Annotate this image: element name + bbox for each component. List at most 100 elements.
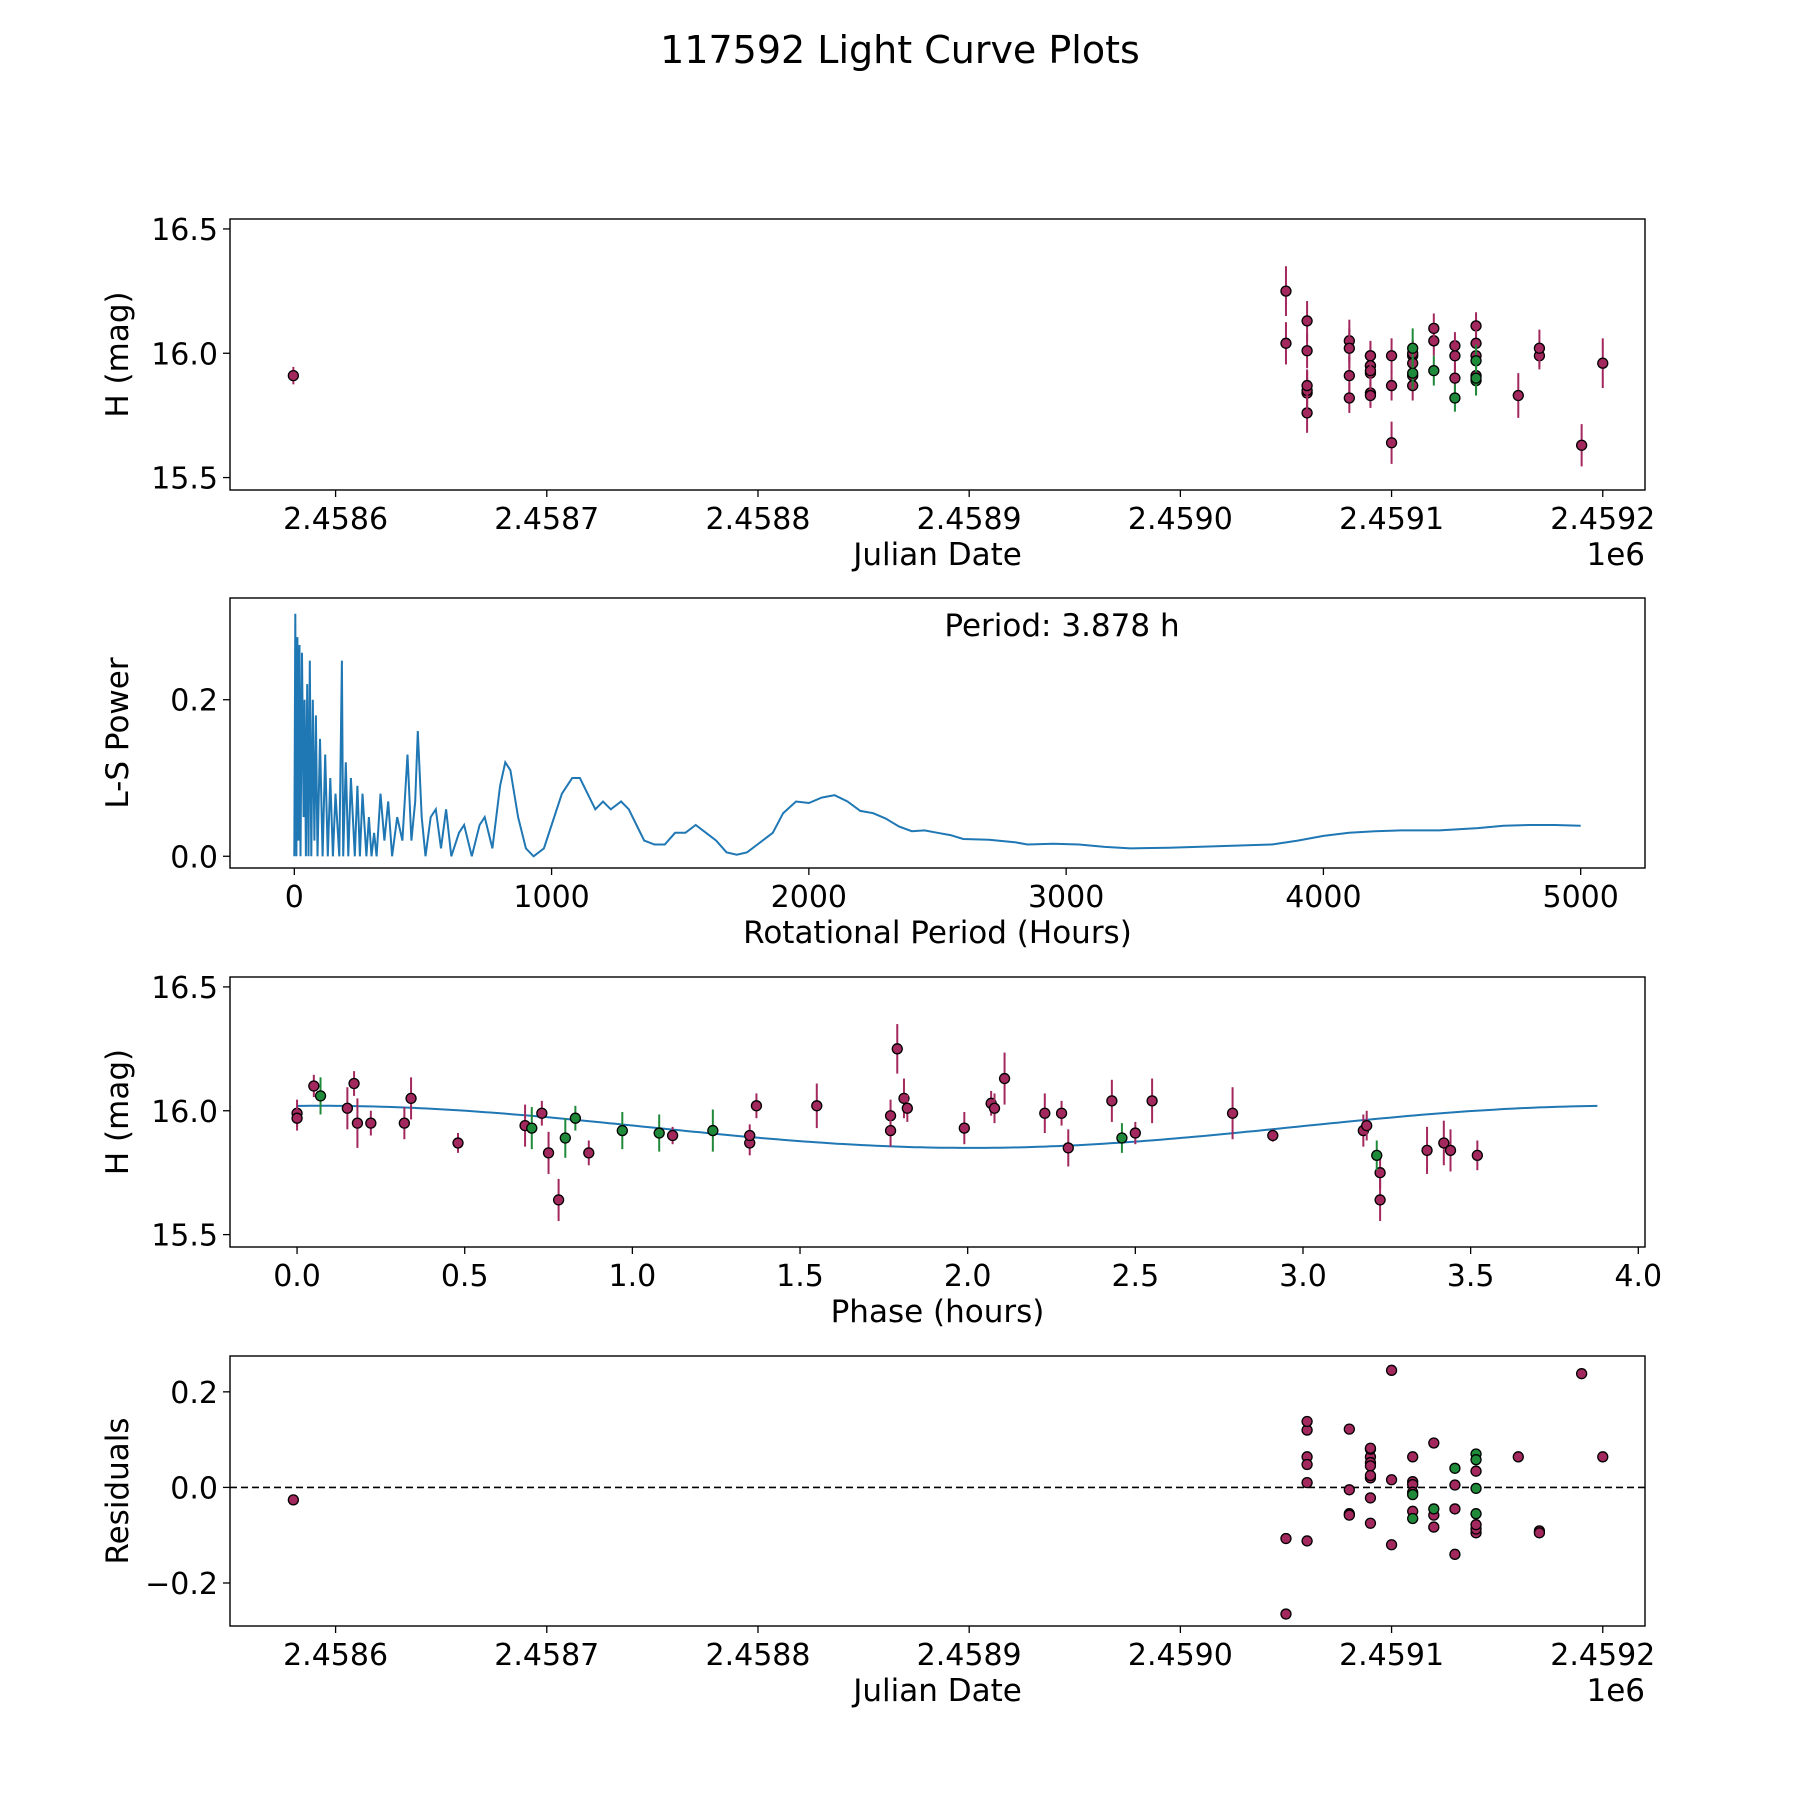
- phased-point-magenta: [291, 1112, 303, 1124]
- phased-frame: [229, 976, 1646, 1248]
- residuals-point-magenta: [1449, 1548, 1461, 1560]
- phased-point-magenta: [1106, 1095, 1118, 1107]
- lightcurve-ytick-label: 16.5: [151, 213, 218, 248]
- residuals-point-magenta: [1597, 1451, 1609, 1463]
- lightcurve-point-magenta: [1301, 345, 1313, 357]
- residuals-data: [230, 1364, 1645, 1620]
- lightcurve-point-magenta: [287, 369, 300, 382]
- periodogram-xtick-label: 2000: [771, 880, 847, 915]
- lightcurve-data: [287, 266, 1609, 467]
- residuals-ylabel: Residuals: [100, 1417, 136, 1564]
- residuals-point-magenta: [1449, 1503, 1461, 1515]
- phased-point-magenta: [666, 1129, 679, 1142]
- residuals-point-magenta: [1575, 1368, 1588, 1380]
- lightcurve-ytick-label: 16.0: [151, 337, 218, 372]
- residuals-point-green: [1470, 1508, 1482, 1520]
- lightcurve-point-magenta: [1449, 372, 1461, 384]
- phased-point-green: [1116, 1132, 1128, 1144]
- lightcurve-ylabel: H (mag): [100, 291, 136, 417]
- periodogram-xtick-label: 4000: [1285, 880, 1361, 915]
- residuals-ytick-label: 0.2: [170, 1376, 218, 1411]
- phased-point-magenta: [452, 1137, 464, 1149]
- phased-ytick-label: 16.0: [151, 1095, 218, 1130]
- lightcurve-point-magenta: [1343, 342, 1355, 354]
- lightcurve-point-magenta: [1343, 369, 1355, 382]
- lightcurve-point-magenta: [1364, 350, 1377, 362]
- phased-point-magenta: [1146, 1095, 1158, 1107]
- lightcurve-xtick-label: 2.4592: [1550, 502, 1655, 537]
- residuals-xtick-label: 2.4589: [917, 1638, 1022, 1673]
- fit-curve: [297, 1104, 1598, 1149]
- residuals-xtick-label: 2.4587: [494, 1638, 599, 1673]
- phased-point-magenta: [1055, 1107, 1068, 1119]
- lightcurve-point-green: [1407, 367, 1419, 379]
- residuals-point-magenta: [1301, 1458, 1313, 1471]
- residuals-point-magenta: [1364, 1517, 1377, 1529]
- residuals-xtick-label: 2.4590: [1128, 1638, 1233, 1673]
- periodogram-panel: 0 1000 2000 3000 4000 5000 0.0 0.2 Rotational Pe…: [100, 597, 1646, 951]
- residuals-point-magenta: [1533, 1527, 1546, 1539]
- phased-point-magenta: [583, 1147, 595, 1159]
- residuals-point-magenta: [1470, 1519, 1482, 1531]
- periodogram-ytick-label: 0.0: [170, 840, 218, 875]
- residuals-point-green: [1470, 1454, 1482, 1466]
- phased-point-magenta: [542, 1147, 555, 1159]
- residuals-ytick-label: −0.2: [145, 1567, 218, 1602]
- lightcurve-point-magenta: [1301, 379, 1313, 392]
- phased-point-green: [653, 1127, 665, 1139]
- residuals-xtick-label: 2.4591: [1339, 1638, 1444, 1673]
- periodogram-ylabel: L-S Power: [100, 657, 136, 808]
- phased-point-magenta: [1444, 1144, 1457, 1157]
- phased-point-magenta: [1421, 1144, 1433, 1157]
- residuals-point-magenta: [287, 1494, 300, 1506]
- lightcurve-xtick-label: 2.4590: [1128, 502, 1233, 537]
- phased-point-magenta: [998, 1072, 1011, 1085]
- lightcurve-point-magenta: [1385, 379, 1398, 392]
- residuals-point-magenta: [1512, 1451, 1524, 1463]
- lightcurve-point-magenta: [1575, 439, 1588, 451]
- residuals-point-magenta: [1364, 1492, 1377, 1504]
- phased-point-green: [569, 1112, 582, 1124]
- lightcurve-xtick-label: 2.4587: [494, 502, 599, 537]
- periodogram-line-spikes: [293, 613, 378, 857]
- phased-point-magenta: [1267, 1129, 1279, 1142]
- lightcurve-point-magenta: [1449, 350, 1461, 362]
- lightcurve-xtick-label: 2.4589: [917, 502, 1022, 537]
- lightcurve-xtick-label: 2.4591: [1339, 502, 1444, 537]
- phased-point-green: [314, 1090, 327, 1102]
- residuals-point-green: [1428, 1503, 1440, 1515]
- phased-xtick-label: 0.5: [441, 1259, 489, 1294]
- residuals-xtick-label: 2.4592: [1550, 1638, 1655, 1673]
- phased-point-magenta: [398, 1117, 411, 1129]
- phased-point-magenta: [811, 1100, 823, 1112]
- residuals-xlabel: Julian Date: [851, 1673, 1022, 1709]
- residuals-point-green: [1407, 1488, 1419, 1501]
- lightcurve-point-green: [1428, 365, 1440, 377]
- phased-ylabel: H (mag): [100, 1049, 136, 1175]
- residuals-point-magenta: [1364, 1442, 1377, 1454]
- residuals-point-magenta: [1343, 1484, 1355, 1496]
- residuals-point-magenta: [1301, 1476, 1313, 1489]
- periodogram-ytick-label: 0.2: [170, 684, 218, 719]
- lightcurve-point-green: [1449, 392, 1461, 404]
- phased-xtick-label: 3.0: [1279, 1259, 1327, 1294]
- periodogram-xtick-label: 1000: [513, 880, 589, 915]
- lightcurve-point-magenta: [1428, 322, 1440, 335]
- lightcurve-point-magenta: [1533, 342, 1546, 354]
- phased-point-magenta: [1226, 1107, 1239, 1119]
- residuals-point-green: [1407, 1512, 1419, 1525]
- phased-point-magenta: [901, 1102, 913, 1114]
- phased-point-magenta: [536, 1107, 548, 1119]
- periodogram-xtick-label: 5000: [1543, 880, 1619, 915]
- phased-point-magenta: [744, 1129, 756, 1142]
- phased-xtick-label: 1.0: [609, 1259, 657, 1294]
- residuals-point-magenta: [1280, 1532, 1292, 1545]
- residuals-point-green: [1449, 1462, 1461, 1474]
- periodogram-frame: [229, 597, 1646, 869]
- phased-point-magenta: [348, 1077, 360, 1090]
- residuals-xtick-label: 2.4586: [283, 1638, 388, 1673]
- lightcurve-point-green: [1470, 372, 1482, 384]
- phased-point-green: [616, 1124, 628, 1137]
